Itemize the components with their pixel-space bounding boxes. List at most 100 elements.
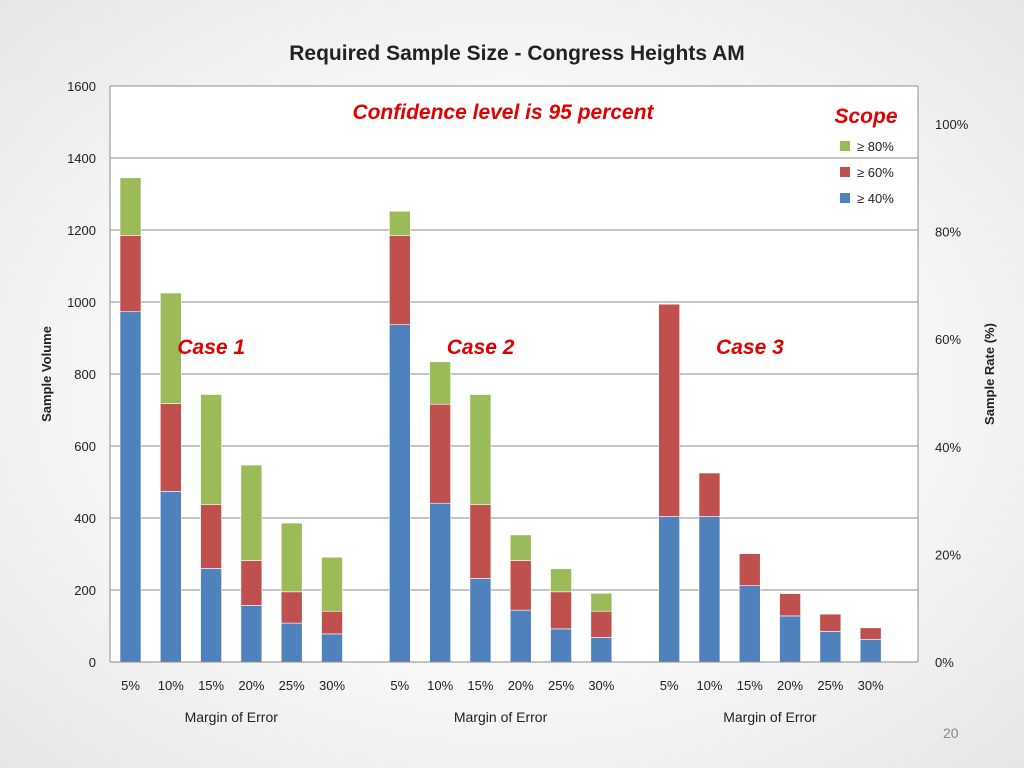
bar-segment [160, 403, 182, 492]
x-axis-title: Margin of Error [185, 709, 279, 725]
y2-tick-label: 0% [935, 655, 954, 670]
legend-swatch [840, 193, 850, 203]
x-tick-label: 30% [319, 678, 345, 693]
bar-segment [469, 394, 492, 505]
y2-tick-label: 20% [935, 547, 961, 562]
case-label: Case 3 [716, 336, 784, 359]
bar-segment [240, 464, 263, 561]
case-label: Case 2 [447, 336, 515, 359]
bar-segment [590, 637, 613, 663]
y2-tick-label: 60% [935, 332, 961, 347]
y2-tick-label: 40% [935, 440, 961, 455]
x-tick-label: 30% [858, 678, 884, 693]
bar-segment [160, 491, 182, 663]
x-tick-label: 15% [198, 678, 224, 693]
bar-segment [389, 210, 411, 236]
x-tick-label: 10% [696, 678, 722, 693]
legend-entry-label: ≥ 60% [857, 165, 894, 180]
legend-swatch [840, 167, 850, 177]
confidence-annotation: Confidence level is 95 percent [352, 101, 654, 124]
chart-title: Required Sample Size - Congress Heights … [289, 42, 744, 65]
y-tick-label: 1400 [67, 151, 96, 166]
bar-segment [321, 556, 343, 612]
y-tick-label: 1000 [67, 295, 96, 310]
y-tick-label: 400 [74, 511, 96, 526]
legend: Scope ≥ 80% ≥ 60% ≥ 40% [821, 96, 913, 206]
y-tick-label: 1600 [67, 79, 96, 94]
x-tick-label: 10% [158, 678, 184, 693]
x-axis-title: Margin of Error [723, 709, 817, 725]
y-tick-label: 1200 [67, 223, 96, 238]
x-tick-label: 5% [390, 678, 409, 693]
x-tick-label: 25% [548, 678, 574, 693]
case-label: Case 1 [177, 336, 245, 359]
bar-segment [509, 534, 532, 561]
bar-segment [200, 504, 222, 569]
bar-segment [119, 235, 142, 313]
legend-title: Scope [834, 105, 897, 128]
bar-segment [469, 578, 492, 663]
bar-segment [590, 592, 613, 612]
annotation-background [310, 93, 698, 131]
axes [109, 86, 919, 663]
bar-segment [240, 605, 263, 663]
y-axis-title: Sample Volume [39, 326, 54, 422]
bar-segment [509, 560, 532, 611]
bar-segment [200, 394, 222, 505]
x-tick-label: 20% [508, 678, 534, 693]
bar-segment [779, 593, 801, 617]
bar-segment [859, 639, 882, 663]
bar-segment [550, 568, 572, 593]
bar-segment [429, 502, 451, 663]
bar-segment [280, 522, 303, 593]
x-axis-title: Margin of Error [454, 709, 548, 725]
x-tick-label: 10% [427, 678, 453, 693]
legend-swatch [840, 141, 850, 151]
bar-segment [321, 610, 343, 635]
bar-segment [658, 303, 680, 517]
bar-segment [280, 591, 303, 624]
bar-segment [819, 631, 842, 663]
bar-segment [429, 361, 451, 405]
y-tick-label: 600 [74, 439, 96, 454]
page-number: 20 [943, 725, 959, 741]
x-tick-label: 30% [588, 678, 614, 693]
bar-segment [119, 311, 142, 663]
bar-segment [819, 613, 842, 632]
y-tick-label: 800 [74, 367, 96, 382]
bar-segment [859, 627, 882, 640]
bar-series [119, 177, 882, 663]
bar-segment [509, 609, 532, 663]
bar-segment [160, 292, 182, 404]
y2-tick-label: 100% [935, 117, 969, 132]
bar-segment [280, 622, 303, 663]
bar-segment [321, 633, 343, 663]
bar-segment [469, 504, 492, 579]
x-tick-label: 15% [467, 678, 493, 693]
bar-segment [698, 516, 721, 663]
y-tick-label: 200 [74, 583, 96, 598]
legend-title-background [821, 96, 913, 134]
legend-entry-label: ≥ 80% [857, 139, 894, 154]
bar-segment [240, 560, 263, 606]
x-tick-label: 15% [737, 678, 763, 693]
x-tick-label: 20% [777, 678, 803, 693]
bar-segment [738, 553, 761, 586]
legend-entry-label: ≥ 40% [857, 191, 894, 206]
bar-segment [590, 610, 613, 638]
x-tick-label: 20% [238, 678, 264, 693]
y2-axis-title: Sample Rate (%) [982, 323, 997, 425]
bar-segment [738, 585, 761, 663]
bar-segment [550, 591, 572, 630]
bar-segment [779, 615, 801, 663]
axis-tick-labels: 0 200 400 600 800 1000 1200 1400 1600 0% 20% 40% 60%… [67, 79, 969, 725]
bar-segment [389, 235, 411, 325]
bar-segment [389, 324, 411, 663]
bar-segment [429, 403, 451, 504]
x-tick-label: 5% [660, 678, 679, 693]
bar-segment [200, 568, 222, 663]
bar-segment [698, 472, 721, 517]
bar-segment [550, 628, 572, 663]
y-tick-label: 0 [89, 655, 96, 670]
